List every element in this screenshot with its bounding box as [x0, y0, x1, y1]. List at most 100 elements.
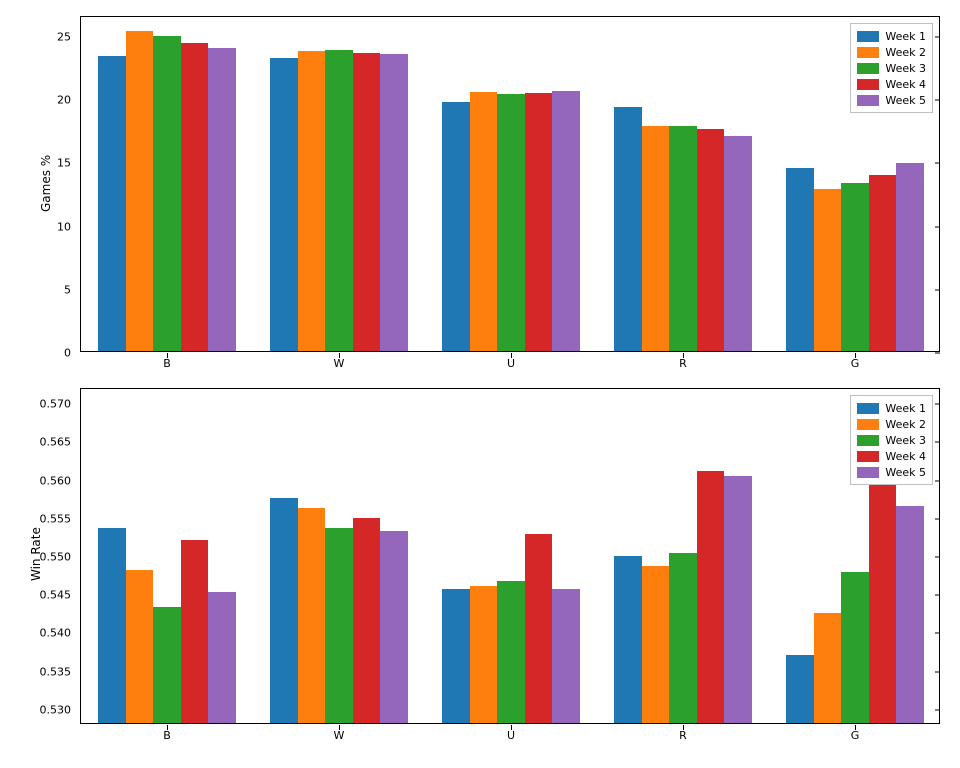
bar	[786, 655, 814, 723]
legend-label: Week 1	[885, 30, 926, 43]
bar	[841, 183, 869, 351]
xtick-mark	[511, 725, 512, 730]
bar	[869, 481, 897, 723]
legend-swatch	[857, 419, 879, 430]
xtick-mark	[167, 725, 168, 730]
bar	[270, 498, 298, 723]
bar	[724, 136, 752, 351]
ytick-label: 10	[11, 220, 81, 233]
plot-area-win-rate: 0.5300.5350.5400.5450.5500.5550.5600.565…	[81, 389, 939, 723]
bar	[552, 91, 580, 351]
xtick-mark	[167, 353, 168, 358]
xtick-mark	[339, 725, 340, 730]
ytick-label: 20	[11, 94, 81, 107]
legend-swatch	[857, 435, 879, 446]
plot-area-games-pct: 0510152025BWURG	[81, 17, 939, 351]
ytick-label: 0.540	[11, 627, 81, 640]
legend-swatch	[857, 467, 879, 478]
ytick-label: 0.570	[11, 398, 81, 411]
xtick-mark	[855, 725, 856, 730]
legend-item: Week 1	[857, 400, 926, 416]
legend-label: Week 5	[885, 466, 926, 479]
bar	[724, 476, 752, 723]
ytick-label: 0.550	[11, 551, 81, 564]
bar	[697, 129, 725, 351]
legend-label: Week 4	[885, 78, 926, 91]
bar	[126, 570, 154, 723]
bar	[786, 168, 814, 351]
legend-swatch	[857, 451, 879, 462]
bar	[380, 531, 408, 723]
legend-item: Week 4	[857, 448, 926, 464]
legend-games-pct: Week 1 Week 2 Week 3 Week 4 Week 5	[850, 23, 933, 113]
ytick-mark	[935, 36, 940, 37]
legend-swatch	[857, 47, 879, 58]
bar	[208, 592, 236, 723]
ytick-label: 15	[11, 157, 81, 170]
bar	[642, 566, 670, 723]
xtick-mark	[683, 353, 684, 358]
ytick-mark	[935, 709, 940, 710]
legend-label: Week 2	[885, 46, 926, 59]
ytick-label: 0.535	[11, 665, 81, 678]
bar	[325, 50, 353, 351]
legend-swatch	[857, 95, 879, 106]
bar	[896, 506, 924, 723]
bar	[98, 56, 126, 351]
figure: Games % 0510152025BWURG Week 1Week 2Week…	[0, 0, 960, 768]
legend-label: Week 3	[885, 434, 926, 447]
legend-item: Week 2	[857, 416, 926, 432]
bar	[614, 107, 642, 351]
bar	[525, 534, 553, 723]
bar	[669, 553, 697, 723]
bar	[353, 518, 381, 723]
bar	[98, 528, 126, 723]
ytick-mark	[935, 557, 940, 558]
legend-item: Week 5	[857, 464, 926, 480]
bar	[208, 48, 236, 351]
legend-win-rate: Week 1 Week 2 Week 3 Week 4 Week 5	[850, 395, 933, 485]
xtick-mark	[683, 725, 684, 730]
bar	[814, 613, 842, 723]
bar	[896, 163, 924, 351]
bar	[552, 589, 580, 723]
legend-label: Week 2	[885, 418, 926, 431]
bar	[153, 607, 181, 723]
legend-label: Week 3	[885, 62, 926, 75]
xtick-mark	[855, 353, 856, 358]
legend-label: Week 5	[885, 94, 926, 107]
ytick-mark	[935, 289, 940, 290]
bar	[814, 189, 842, 351]
bar	[497, 94, 525, 351]
bar	[442, 102, 470, 351]
bar	[353, 53, 381, 351]
legend-swatch	[857, 403, 879, 414]
xtick-mark	[511, 353, 512, 358]
legend-item: Week 3	[857, 60, 926, 76]
ytick-mark	[935, 671, 940, 672]
bar	[841, 572, 869, 723]
bar	[697, 471, 725, 723]
ytick-label: 0.545	[11, 589, 81, 602]
chart-win-rate: Win Rate 0.5300.5350.5400.5450.5500.5550…	[80, 388, 940, 724]
bar	[298, 51, 326, 351]
ytick-mark	[935, 442, 940, 443]
legend-label: Week 4	[885, 450, 926, 463]
bar	[470, 586, 498, 723]
bar	[642, 126, 670, 351]
legend-item: Week 1	[857, 28, 926, 44]
bar	[181, 540, 209, 723]
bar	[497, 581, 525, 723]
bar	[442, 589, 470, 723]
bar	[380, 54, 408, 351]
ytick-mark	[935, 100, 940, 101]
bar	[153, 36, 181, 351]
xtick-mark	[339, 353, 340, 358]
legend-swatch	[857, 79, 879, 90]
bar	[669, 126, 697, 351]
ytick-label: 0	[11, 347, 81, 360]
ytick-mark	[935, 518, 940, 519]
legend-label: Week 1	[885, 402, 926, 415]
ytick-mark	[935, 595, 940, 596]
legend-swatch	[857, 63, 879, 74]
